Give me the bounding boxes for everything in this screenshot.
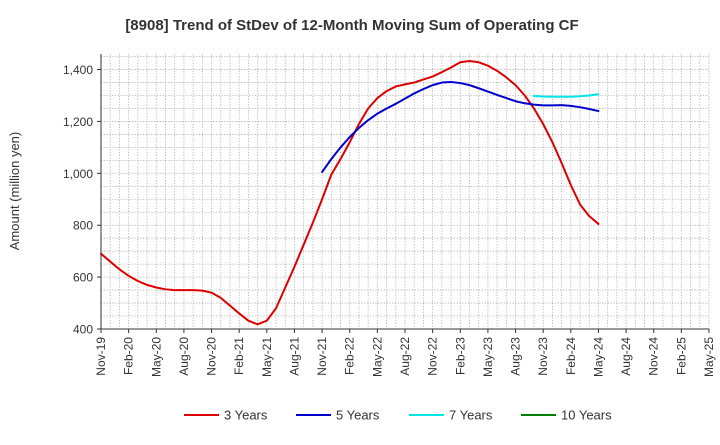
x-tick-label: May-22 (370, 337, 384, 377)
x-tick-label: Nov-21 (315, 337, 329, 376)
x-tick-label: Aug-20 (177, 337, 191, 376)
axis-layer: 400 600 800 1,000 1,200 1,400 Nov-19 Feb-20 May-… (63, 54, 716, 377)
y-tick-label: 1,000 (63, 167, 93, 181)
x-tick-label: Aug-22 (398, 337, 412, 376)
x-tick-label: Nov-22 (426, 337, 440, 376)
x-tick-label: Aug-23 (509, 337, 523, 376)
x-tick-label: Nov-23 (536, 337, 550, 376)
grid-layer (100, 54, 710, 330)
legend-label: 5 Years (336, 408, 380, 423)
x-tick-label: Nov-24 (647, 337, 661, 376)
x-tick-label: Nov-19 (94, 337, 108, 376)
y-tick-label: 600 (73, 271, 93, 285)
x-tick-label: Feb-20 (122, 337, 136, 375)
y-tick-label: 400 (73, 323, 93, 337)
y-tick-label: 1,400 (63, 63, 93, 77)
y-tick-label: 800 (73, 219, 93, 233)
chart-title: [8908] Trend of StDev of 12-Month Moving… (125, 17, 578, 34)
x-tick-label: May-20 (149, 337, 163, 377)
x-tick-label: Feb-24 (564, 337, 578, 375)
x-tick-label: May-23 (481, 337, 495, 377)
x-tick-label: May-24 (591, 337, 605, 377)
legend-label: 7 Years (449, 408, 493, 423)
x-tick-label: Feb-25 (674, 337, 688, 375)
legend-label: 10 Years (561, 408, 612, 423)
legend: 3 Years 5 Years 7 Years 10 Years (184, 408, 612, 423)
series-line-7-years (532, 93, 600, 98)
x-tick-label: Aug-24 (619, 337, 633, 376)
x-tick-label: Nov-20 (205, 337, 219, 376)
legend-label: 3 Years (224, 408, 268, 423)
x-tick-label: May-25 (702, 337, 716, 377)
x-tick-label: Feb-22 (343, 337, 357, 375)
x-tick-label: Feb-23 (453, 337, 467, 375)
x-tick-label: Feb-21 (232, 337, 246, 375)
y-tick-label: 1,200 (63, 115, 93, 129)
series-line-5-years (321, 81, 600, 174)
x-tick-label: May-21 (260, 337, 274, 377)
x-tick-label: Aug-21 (287, 337, 301, 376)
series-line-3-years (100, 60, 600, 326)
series-layer (100, 60, 600, 326)
y-axis-label: Amount (million yen) (7, 132, 22, 251)
